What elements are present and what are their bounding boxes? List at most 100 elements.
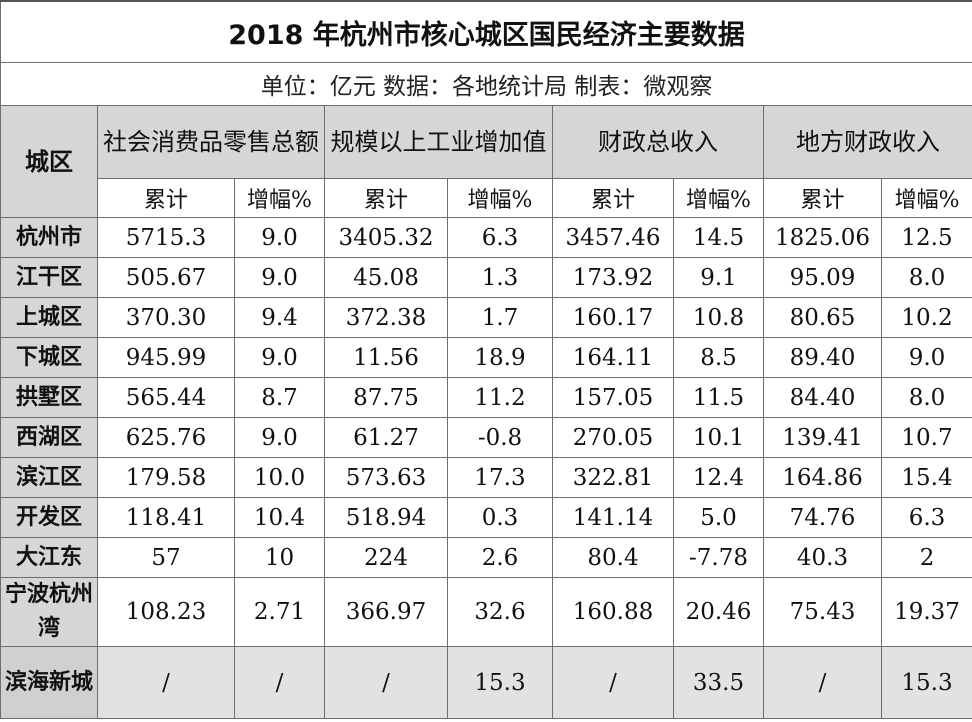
table-row: 西湖区 625.76 9.0 61.27 -0.8 270.05 10.1 139.41 10.… [0, 417, 972, 458]
value-cell: 108.23 [97, 577, 235, 647]
table-row: 杭州市 5715.3 9.0 3405.32 6.3 3457.46 14.5 1825.06… [0, 217, 972, 258]
sub-header-total: 累计 [763, 178, 882, 218]
value-cell: 372.38 [324, 297, 448, 338]
value-cell: 0.3 [447, 497, 553, 538]
value-cell: 19.37 [880, 577, 972, 647]
value-cell: 6.3 [447, 217, 553, 258]
value-cell: / [763, 646, 882, 719]
district-name: 开发区 [0, 497, 98, 538]
table-row: 上城区 370.30 9.4 372.38 1.7 160.17 10.8 80.65 10.2 [0, 297, 972, 338]
value-cell: 625.76 [97, 417, 235, 458]
table-row: 江干区 505.67 9.0 45.08 1.3 173.92 9.1 95.09 8.0 [0, 257, 972, 298]
value-cell: 160.88 [552, 577, 674, 647]
district-name: 杭州市 [0, 217, 98, 258]
value-cell: 3405.32 [324, 217, 448, 258]
value-cell: 224 [324, 537, 448, 578]
value-cell: -0.8 [447, 417, 553, 458]
table-row: 大江东 57 10 224 2.6 80.4 -7.78 40.3 2 [0, 537, 972, 578]
district-name: 西湖区 [0, 417, 98, 458]
value-cell: 505.67 [97, 257, 235, 298]
value-cell: 179.58 [97, 457, 235, 498]
value-cell: 270.05 [552, 417, 674, 458]
value-cell: 160.17 [552, 297, 674, 338]
value-cell: 139.41 [763, 417, 882, 458]
value-cell: 18.9 [447, 337, 553, 378]
value-cell: 11.2 [447, 377, 553, 418]
district-name: 拱墅区 [0, 377, 98, 418]
value-cell: 322.81 [552, 457, 674, 498]
value-cell: / [552, 646, 674, 719]
value-cell: 40.3 [763, 537, 882, 578]
value-cell: 141.14 [552, 497, 674, 538]
value-cell: 8.7 [234, 377, 325, 418]
value-cell: 14.5 [673, 217, 764, 258]
value-cell: 945.99 [97, 337, 235, 378]
value-cell: 1.3 [447, 257, 553, 298]
value-cell: 15.3 [880, 646, 972, 719]
table-row: 下城区 945.99 9.0 11.56 18.9 164.11 8.5 89.40 9.0 [0, 337, 972, 378]
sub-header-growth: 增幅% [234, 178, 325, 218]
value-cell: 10.4 [234, 497, 325, 538]
value-cell: 80.4 [552, 537, 674, 578]
value-cell: 565.44 [97, 377, 235, 418]
group-header-fiscal-total: 财政总收入 [552, 105, 764, 179]
table-row: 开发区 118.41 10.4 518.94 0.3 141.14 5.0 74.76 6.3 [0, 497, 972, 538]
value-cell: 573.63 [324, 457, 448, 498]
value-cell: 10.7 [880, 417, 972, 458]
district-name: 大江东 [0, 537, 98, 578]
group-header-industry: 规模以上工业增加值 [324, 105, 553, 179]
sub-header-growth: 增幅% [880, 178, 972, 218]
value-cell: 8.0 [880, 257, 972, 298]
value-cell: 157.05 [552, 377, 674, 418]
value-cell: 9.0 [234, 217, 325, 258]
sub-header-total: 累计 [97, 178, 235, 218]
value-cell: 87.75 [324, 377, 448, 418]
value-cell: 45.08 [324, 257, 448, 298]
sub-header-growth: 增幅% [447, 178, 553, 218]
district-name: 宁波杭州湾 [0, 577, 98, 647]
value-cell: 10.8 [673, 297, 764, 338]
value-cell: 57 [97, 537, 235, 578]
value-cell: 75.43 [763, 577, 882, 647]
district-name: 上城区 [0, 297, 98, 338]
district-name: 下城区 [0, 337, 98, 378]
group-header-retail: 社会消费品零售总额 [97, 105, 325, 179]
value-cell: 10.0 [234, 457, 325, 498]
value-cell: 6.3 [880, 497, 972, 538]
value-cell: / [97, 646, 235, 719]
table-row: 宁波杭州湾 108.23 2.71 366.97 32.6 160.88 20.46 75.4… [0, 577, 972, 647]
value-cell: 11.56 [324, 337, 448, 378]
value-cell: 9.1 [673, 257, 764, 298]
value-cell: 17.3 [447, 457, 553, 498]
value-cell: 80.65 [763, 297, 882, 338]
sub-header-total: 累计 [324, 178, 448, 218]
value-cell: 84.40 [763, 377, 882, 418]
value-cell: 5.0 [673, 497, 764, 538]
value-cell: 2 [880, 537, 972, 578]
table-subtitle: 单位：亿元 数据：各地统计局 制表：微观察 [0, 62, 972, 106]
value-cell: 2.71 [234, 577, 325, 647]
value-cell: 10.1 [673, 417, 764, 458]
value-cell: 15.3 [447, 646, 553, 719]
value-cell: 10.2 [880, 297, 972, 338]
district-header: 城区 [0, 105, 98, 218]
value-cell: 3457.46 [552, 217, 674, 258]
table-row: 滨江区 179.58 10.0 573.63 17.3 322.81 12.4 164.86 1… [0, 457, 972, 498]
value-cell: 11.5 [673, 377, 764, 418]
district-name: 江干区 [0, 257, 98, 298]
table-row: 拱墅区 565.44 8.7 87.75 11.2 157.05 11.5 84.40 8.0 [0, 377, 972, 418]
value-cell: 518.94 [324, 497, 448, 538]
value-cell: 95.09 [763, 257, 882, 298]
value-cell: 173.92 [552, 257, 674, 298]
value-cell: -7.78 [673, 537, 764, 578]
value-cell: 15.4 [880, 457, 972, 498]
table-title: 2018 年杭州市核心城区国民经济主要数据 [0, 0, 972, 63]
value-cell: 9.0 [880, 337, 972, 378]
value-cell: / [234, 646, 325, 719]
sub-header-growth: 增幅% [673, 178, 764, 218]
district-name: 滨江区 [0, 457, 98, 498]
table-body: 杭州市 5715.3 9.0 3405.32 6.3 3457.46 14.5 1825.06… [0, 217, 972, 719]
value-cell: 20.46 [673, 577, 764, 647]
